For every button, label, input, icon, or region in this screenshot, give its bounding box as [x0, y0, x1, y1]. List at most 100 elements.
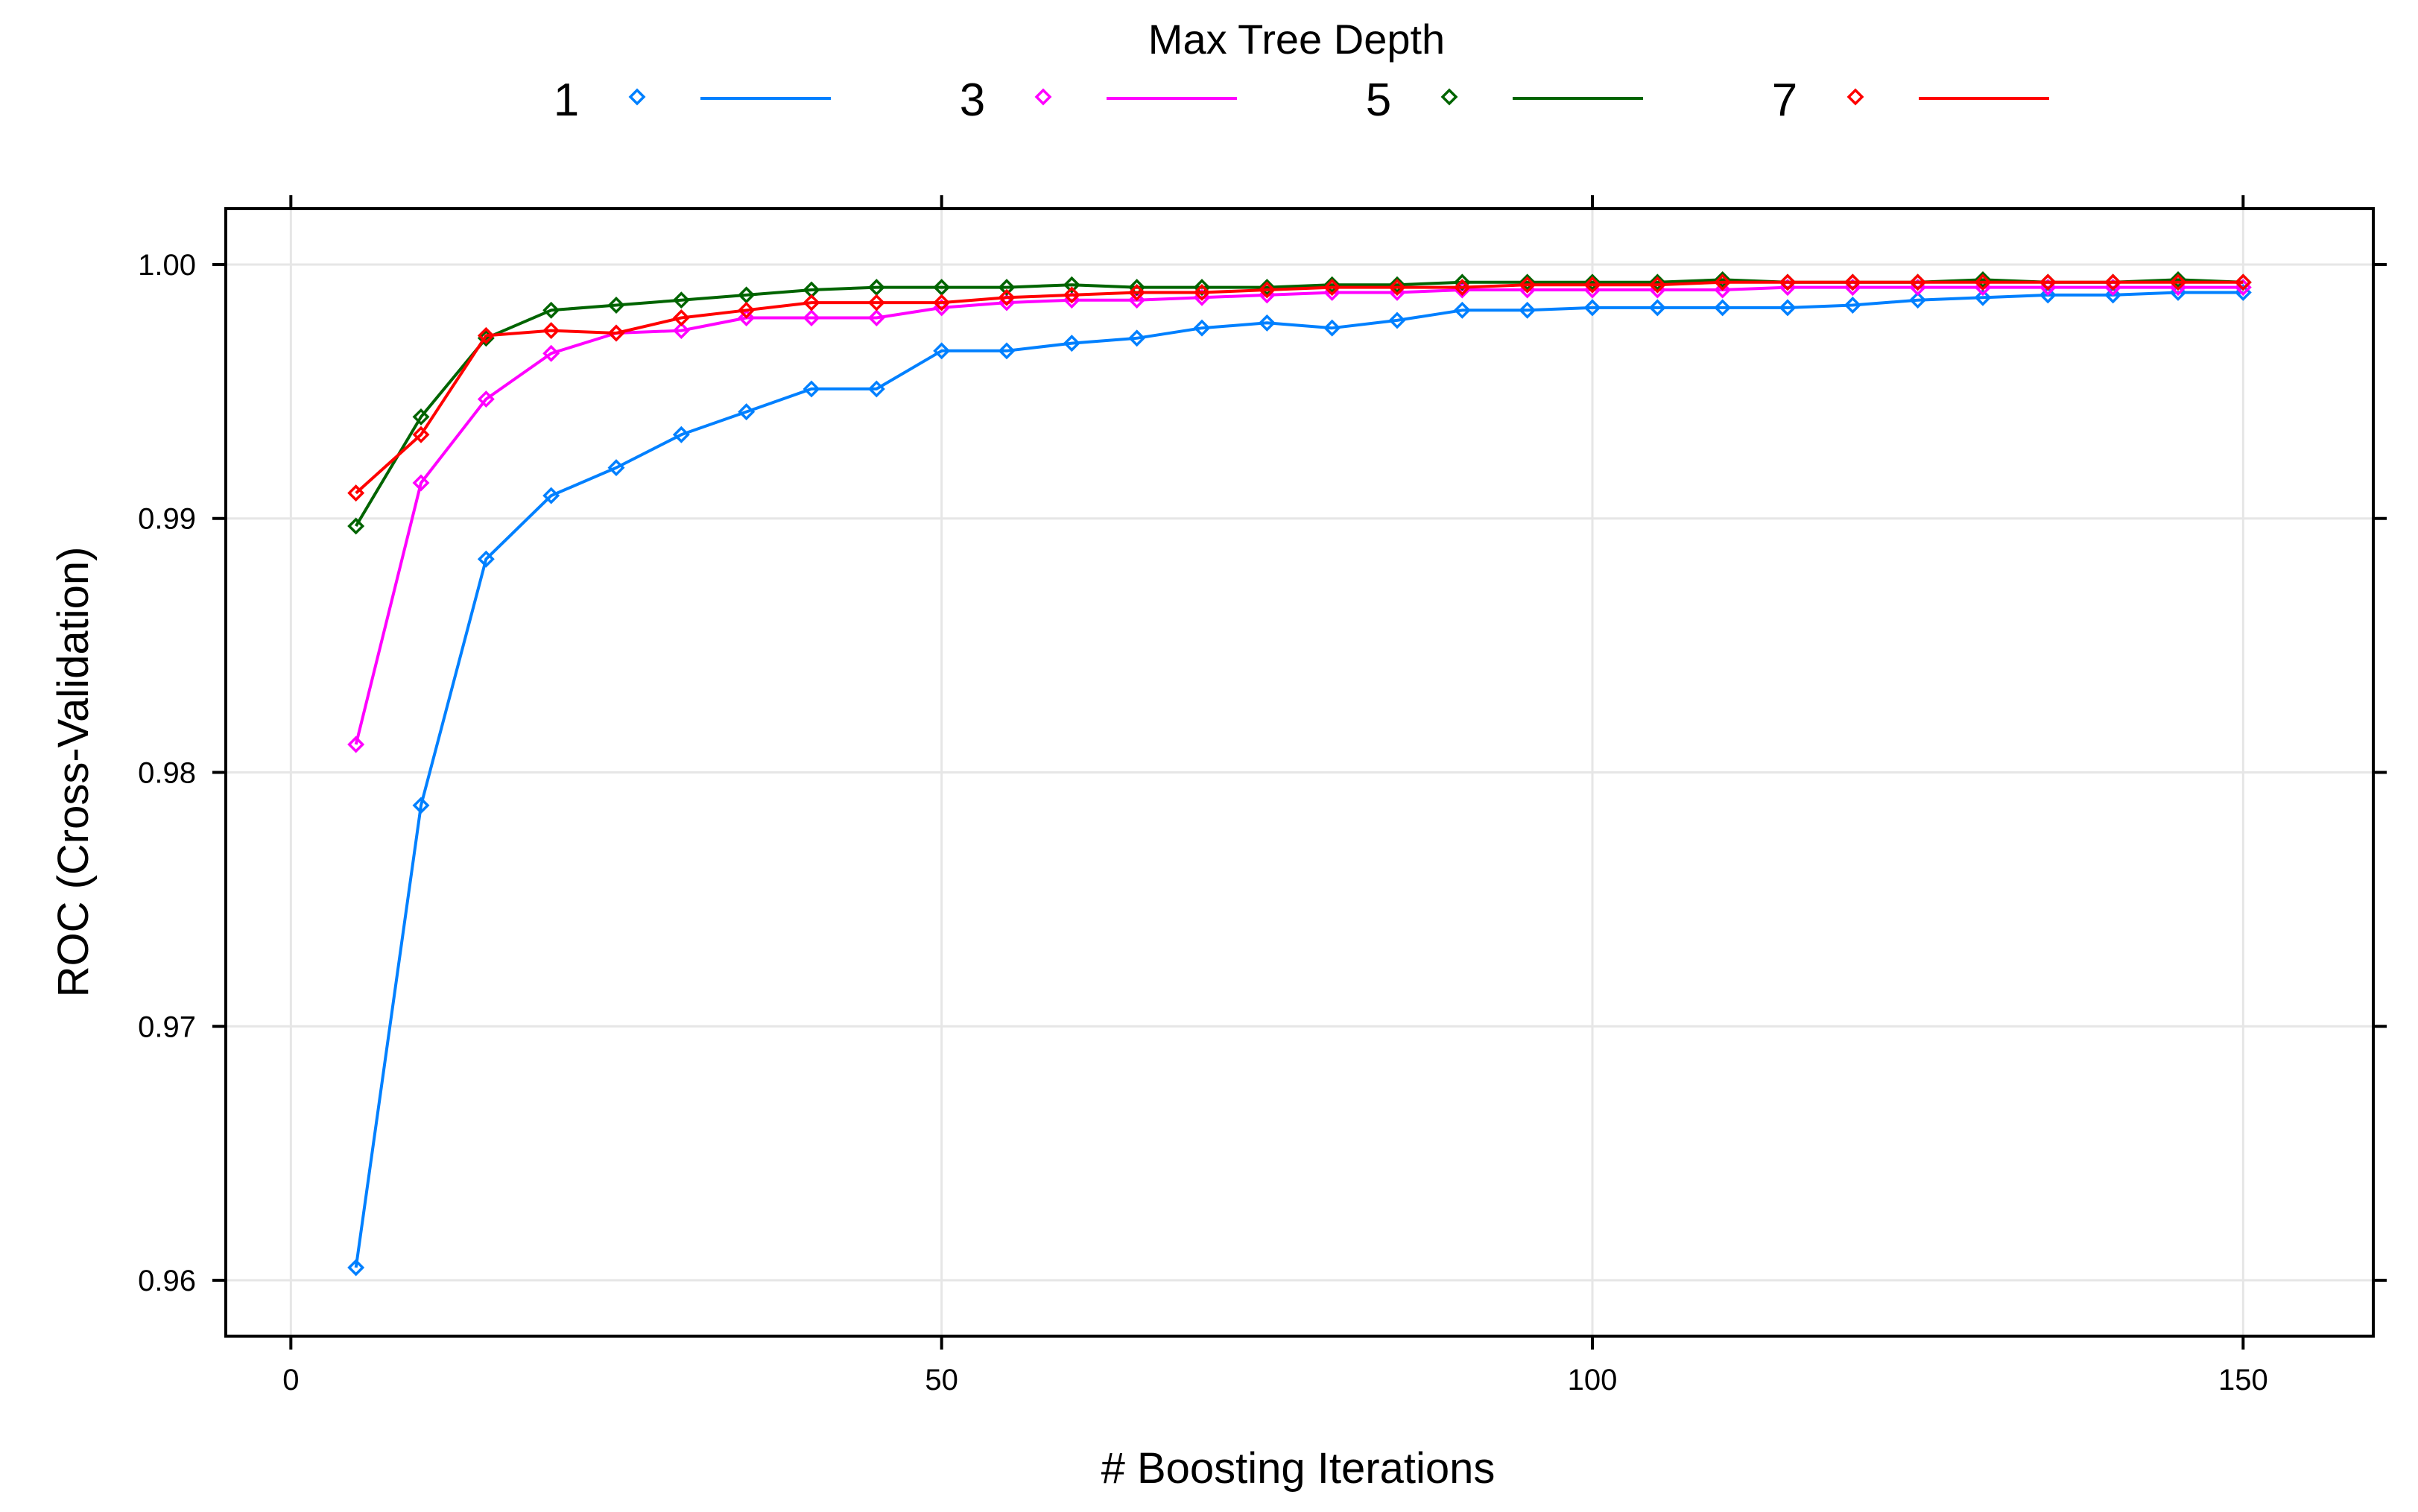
data-point-1 — [1974, 288, 1992, 306]
legend-item-3: 3 — [960, 75, 1237, 126]
data-point-7 — [1388, 279, 1406, 297]
data-point-1 — [542, 487, 560, 504]
data-point-1 — [998, 342, 1016, 360]
legend-label: 5 — [1366, 75, 1391, 126]
data-point-5 — [1453, 273, 1471, 291]
legend-title: Max Tree Depth — [1148, 16, 1445, 63]
legend-item-7: 7 — [1772, 75, 2049, 126]
data-point-7 — [1779, 273, 1797, 291]
legend-label: 1 — [554, 75, 579, 126]
y-tick-label: 0.96 — [138, 1265, 196, 1297]
data-point-3 — [803, 309, 820, 327]
data-point-7 — [542, 322, 560, 340]
data-point-5 — [347, 517, 365, 535]
series-5 — [347, 271, 2252, 535]
series-line-1 — [354, 291, 2244, 1268]
legend-marker-7 — [1846, 88, 1864, 106]
series-line-7 — [355, 280, 2244, 495]
data-point-3 — [412, 474, 430, 492]
data-point-7 — [1714, 273, 1732, 291]
data-point-7 — [1648, 276, 1666, 294]
legend-marker-5 — [1440, 88, 1458, 106]
data-point-7 — [1909, 273, 1927, 291]
data-point-7 — [672, 309, 690, 327]
data-point-3 — [867, 309, 885, 327]
data-point-3 — [477, 390, 495, 408]
data-point-1 — [1519, 301, 1536, 319]
series-3 — [347, 279, 2252, 753]
data-point-7 — [998, 288, 1016, 306]
data-point-1 — [1648, 299, 1666, 317]
data-point-1 — [867, 380, 885, 398]
data-point-5 — [1519, 273, 1536, 291]
data-point-3 — [542, 344, 560, 362]
data-point-1 — [2039, 286, 2057, 304]
data-point-1 — [738, 403, 756, 421]
data-point-3 — [1714, 281, 1732, 299]
series-line-5 — [354, 278, 2244, 528]
data-point-5 — [672, 291, 690, 309]
data-point-5 — [1323, 276, 1341, 294]
data-point-7 — [1193, 283, 1211, 301]
legend-marker-3 — [1034, 88, 1052, 106]
x-tick-label: 150 — [2218, 1364, 2268, 1396]
data-point-7 — [2039, 273, 2057, 291]
data-point-7 — [347, 484, 365, 502]
legend-marker-1 — [628, 88, 646, 106]
data-point-1 — [1128, 329, 1146, 347]
series-7 — [347, 273, 2252, 502]
x-tick-label: 50 — [925, 1364, 958, 1396]
data-point-7 — [1843, 273, 1861, 291]
data-point-7 — [1453, 279, 1471, 297]
data-point-7 — [933, 294, 951, 311]
legend-label: 7 — [1772, 75, 1797, 126]
data-point-7 — [1519, 276, 1536, 294]
data-point-5 — [998, 279, 1016, 297]
data-point-3 — [347, 736, 365, 753]
data-point-5 — [2169, 271, 2187, 288]
data-point-3 — [672, 322, 690, 340]
data-point-7 — [2234, 273, 2252, 291]
data-point-7 — [1583, 276, 1601, 294]
data-point-1 — [1193, 319, 1211, 337]
data-point-5 — [412, 408, 430, 426]
data-point-5 — [1648, 273, 1666, 291]
data-point-5 — [1258, 279, 1276, 297]
legend-item-5: 5 — [1366, 75, 1643, 126]
data-point-1 — [607, 459, 625, 477]
data-point-7 — [412, 426, 430, 443]
y-tick-label: 1.00 — [138, 249, 196, 282]
x-tick-label: 0 — [282, 1364, 299, 1396]
data-point-5 — [607, 297, 625, 314]
data-point-7 — [2169, 273, 2187, 291]
data-point-1 — [933, 342, 951, 360]
data-point-1 — [1843, 297, 1861, 314]
data-point-1 — [1453, 301, 1471, 319]
y-tick-label: 0.99 — [138, 503, 196, 536]
data-point-5 — [1063, 276, 1080, 294]
x-axis-title: # Boosting Iterations — [1101, 1444, 1496, 1493]
data-point-1 — [1323, 319, 1341, 337]
data-point-1 — [1063, 335, 1080, 352]
legend: Max Tree Depth 1 3 5 7 — [554, 16, 2049, 126]
data-point-1 — [1583, 299, 1601, 317]
data-point-1 — [1388, 311, 1406, 329]
data-point-7 — [2104, 273, 2122, 291]
data-point-3 — [1128, 291, 1146, 309]
data-point-7 — [738, 301, 756, 319]
data-point-7 — [607, 324, 625, 342]
data-point-1 — [2104, 286, 2122, 304]
series-layer — [347, 271, 2252, 1277]
data-point-5 — [1974, 271, 1992, 288]
legend-item-1: 1 — [554, 75, 831, 126]
data-point-5 — [1583, 273, 1601, 291]
data-point-1 — [1909, 291, 1927, 309]
data-point-7 — [867, 294, 885, 311]
data-point-7 — [1974, 273, 1992, 291]
data-point-7 — [1258, 281, 1276, 299]
data-point-5 — [1714, 271, 1732, 288]
data-point-5 — [1128, 279, 1146, 297]
data-point-7 — [1323, 279, 1341, 297]
y-tick-label: 0.97 — [138, 1010, 196, 1043]
